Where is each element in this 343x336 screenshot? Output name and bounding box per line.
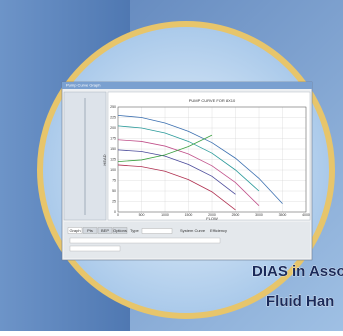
x-tick-label: 1500 bbox=[185, 213, 193, 217]
x-tick-label: 0 bbox=[117, 213, 119, 217]
type-label: Type bbox=[130, 228, 139, 233]
y-tick-label: 250 bbox=[110, 105, 116, 109]
x-tick-label: 2000 bbox=[208, 213, 216, 217]
y-tick-label: 200 bbox=[110, 126, 116, 130]
screenshot: Pump Curve Graph Graph Pts BEP Options Type… bbox=[0, 0, 343, 331]
x-tick-label: 3000 bbox=[255, 213, 263, 217]
tab-label: Options bbox=[113, 228, 127, 233]
tab-label: Graph bbox=[69, 228, 80, 233]
banner-line: DIAS in Asso bbox=[252, 263, 343, 280]
y-tick-label: 75 bbox=[112, 178, 116, 182]
y-tick-label: 50 bbox=[112, 189, 116, 193]
efficiency-label: Efficiency bbox=[210, 228, 227, 233]
page: Pump Curve Graph Graph Pts BEP Options Type… bbox=[0, 0, 343, 331]
x-tick-label: 500 bbox=[139, 213, 145, 217]
y-axis-label: HEAD bbox=[102, 154, 107, 165]
y-tick-label: 0 bbox=[114, 210, 116, 214]
x-tick-label: 3500 bbox=[279, 213, 287, 217]
system-curve-label: System Curve bbox=[180, 228, 206, 233]
x-tick-label: 1000 bbox=[161, 213, 169, 217]
y-tick-label: 175 bbox=[110, 136, 116, 140]
x-tick-label: 2500 bbox=[232, 213, 240, 217]
y-tick-label: 150 bbox=[110, 147, 116, 151]
chart-title: PUMP CURVE FOR 8X10 bbox=[189, 98, 236, 103]
window-title: Pump Curve Graph bbox=[66, 83, 100, 88]
x-tick-label: 4000 bbox=[302, 213, 310, 217]
input-row[interactable] bbox=[70, 238, 220, 243]
input-field[interactable] bbox=[70, 246, 120, 251]
y-tick-label: 125 bbox=[110, 157, 116, 161]
banner-line: Fluid Han bbox=[266, 293, 334, 310]
type-select[interactable] bbox=[142, 229, 172, 234]
y-tick-label: 225 bbox=[110, 115, 116, 119]
tab-label: BEP bbox=[101, 228, 109, 233]
tab-label: Pts bbox=[87, 228, 93, 233]
y-tick-label: 25 bbox=[112, 199, 116, 203]
y-tick-label: 100 bbox=[110, 168, 116, 172]
